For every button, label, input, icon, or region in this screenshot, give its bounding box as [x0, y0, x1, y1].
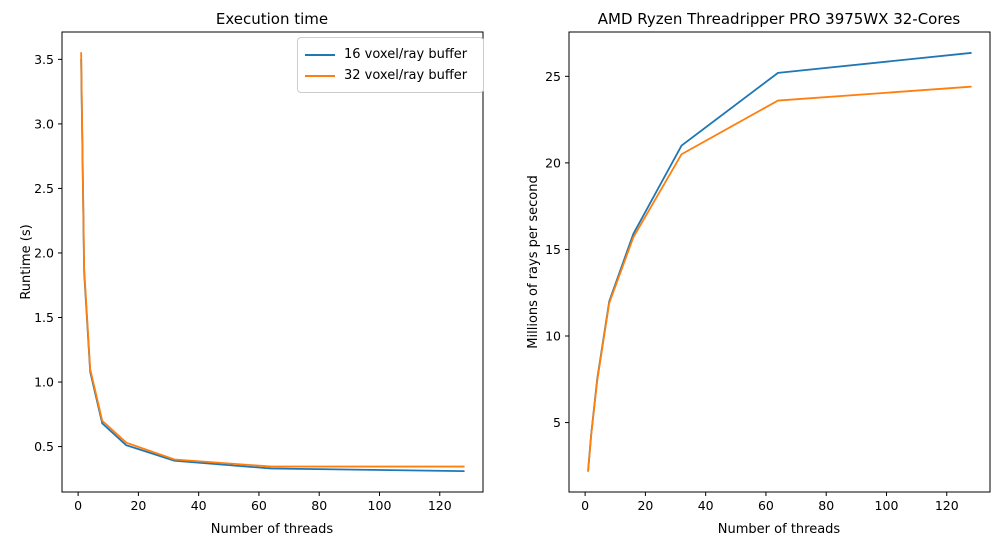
x-tick-label: 120 — [935, 498, 959, 513]
y-tick-label: 20 — [545, 155, 561, 170]
execution-time-plot-area: 0 20 40 60 80 100 120 0.5 1.0 1.5 2.0 2.5 3.0 3.5 — [34, 31, 484, 513]
plot-frame — [61, 31, 484, 493]
series-line — [587, 52, 972, 472]
series-line — [80, 52, 465, 468]
y-tick-label: 2.0 — [34, 245, 54, 260]
y-tick-label: 2.5 — [34, 181, 54, 196]
legend-label: 32 voxel/ray buffer — [344, 68, 468, 83]
x-tick-label: 40 — [698, 498, 714, 513]
legend-item-32-voxel: 32 voxel/ray buffer — [305, 65, 475, 86]
y-tick-label: 0.5 — [34, 439, 54, 454]
throughput-title: AMD Ryzen Threadripper PRO 3975WX 32-Cor… — [598, 10, 961, 28]
legend-line-swatch-blue — [305, 53, 335, 56]
y-tick-label: 25 — [545, 69, 561, 84]
execution-time-yaxis-label: Runtime (s) — [19, 224, 34, 299]
legend-line-swatch-orange — [305, 74, 335, 77]
legend-item-16-voxel: 16 voxel/ray buffer — [305, 44, 475, 65]
execution-time-title: Execution time — [216, 10, 328, 28]
y-tick-label: 3.0 — [34, 116, 54, 131]
legend-label: 16 voxel/ray buffer — [344, 47, 468, 62]
x-tick-label: 80 — [311, 498, 327, 513]
x-tick-label: 60 — [251, 498, 267, 513]
y-tick-label: 1.5 — [34, 310, 54, 325]
x-tick-label: 100 — [368, 498, 392, 513]
x-tick-label: 120 — [428, 498, 452, 513]
y-tick-label: 1.0 — [34, 375, 54, 390]
y-tick-label: 3.5 — [34, 52, 54, 67]
x-tick-label: 0 — [74, 498, 82, 513]
plot-frame — [568, 31, 991, 493]
execution-time-xaxis-label: Number of threads — [211, 522, 334, 537]
series-line — [587, 85, 972, 472]
y-tick-label: 15 — [545, 242, 561, 257]
x-tick-label: 60 — [758, 498, 774, 513]
throughput-yaxis-label: Millions of rays per second — [526, 175, 541, 348]
x-tick-label: 100 — [875, 498, 899, 513]
x-tick-label: 20 — [130, 498, 146, 513]
x-tick-label: 40 — [191, 498, 207, 513]
x-tick-label: 80 — [818, 498, 834, 513]
throughput-chart: AMD Ryzen Threadripper PRO 3975WX 32-Cor… — [526, 10, 991, 537]
series-line — [80, 58, 465, 472]
throughput-xaxis-label: Number of threads — [718, 522, 841, 537]
x-tick-label: 20 — [637, 498, 653, 513]
throughput-plot-area: 0 20 40 60 80 100 120 5 10 15 20 25 — [545, 31, 991, 513]
execution-time-chart: Execution time Number of threads Runtime… — [19, 10, 484, 537]
y-tick-label: 10 — [545, 329, 561, 344]
y-tick-label: 5 — [553, 415, 561, 430]
x-tick-label: 0 — [581, 498, 589, 513]
legend-box: 16 voxel/ray buffer 32 voxel/ray buffer — [297, 37, 484, 93]
